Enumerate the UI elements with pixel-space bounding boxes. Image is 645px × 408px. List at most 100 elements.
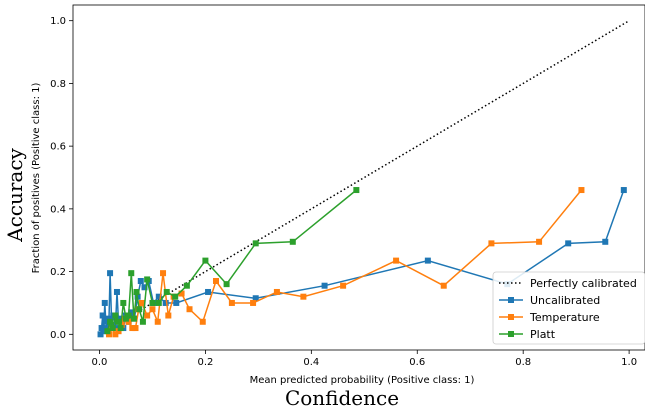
legend-item-perfectly-calibrated: Perfectly calibrated <box>499 277 637 290</box>
x-axis-label: Mean predicted probability (Positive cla… <box>250 375 475 386</box>
plot-frame <box>72 4 645 351</box>
data-point-platt <box>202 257 209 264</box>
data-point-platt <box>120 299 127 306</box>
legend-item-platt: Platt <box>499 328 556 341</box>
series-line-perfectly-calibrated <box>99 20 630 335</box>
data-point-platt <box>172 293 179 300</box>
data-point-temperature <box>165 312 172 319</box>
data-point-platt <box>122 315 129 322</box>
y-tick-label: 0.2 <box>50 267 66 278</box>
data-point-temperature <box>186 306 193 313</box>
data-point-platt <box>163 288 170 295</box>
data-point-platt <box>112 312 119 319</box>
data-point-platt <box>133 288 140 295</box>
series-perfectly-calibrated <box>99 20 630 335</box>
y-axis-ticks: 0.0 0.2 0.4 0.6 0.8 1.0 <box>50 16 73 341</box>
data-point-platt <box>109 325 116 332</box>
data-point-temperature <box>149 306 156 313</box>
data-point-temperature <box>129 325 136 332</box>
y-tick-label: 0.4 <box>50 204 66 215</box>
data-point-uncalibrated <box>101 299 108 306</box>
data-point-temperature <box>393 257 400 264</box>
data-point-temperature <box>199 318 206 325</box>
data-point-platt <box>115 318 122 325</box>
legend-marker <box>508 297 514 303</box>
data-point-uncalibrated <box>102 318 109 325</box>
data-point-temperature <box>132 325 139 332</box>
data-point-uncalibrated <box>141 284 148 291</box>
data-point-platt <box>252 240 259 247</box>
data-point-platt <box>117 325 124 332</box>
x-tick-label: 1.0 <box>621 357 637 368</box>
x-tick-label: 0.4 <box>303 357 319 368</box>
data-point-temperature <box>228 299 235 306</box>
data-point-uncalibrated <box>565 240 572 247</box>
legend-item-temperature: Temperature <box>499 311 600 324</box>
x-tick-label: 0.2 <box>197 357 213 368</box>
series-platt <box>104 187 360 335</box>
series-layer <box>97 20 630 338</box>
data-point-uncalibrated <box>205 288 212 295</box>
data-point-platt <box>104 328 111 335</box>
x-axis-ticks: 0.0 0.2 0.4 0.6 0.8 1.0 <box>92 350 637 368</box>
data-point-temperature <box>125 318 132 325</box>
data-point-platt <box>125 312 132 319</box>
data-point-platt <box>144 276 151 283</box>
data-point-temperature <box>440 282 447 289</box>
legend-marker <box>508 314 514 320</box>
data-point-temperature <box>488 240 495 247</box>
x-tick-label: 0.6 <box>409 357 425 368</box>
data-point-platt <box>289 238 296 245</box>
data-point-uncalibrated <box>98 325 105 332</box>
legend-item-uncalibrated: Uncalibrated <box>499 294 600 307</box>
data-point-uncalibrated <box>104 325 111 332</box>
data-point-temperature <box>340 282 347 289</box>
y-tick-label: 0.8 <box>50 79 66 90</box>
data-point-temperature <box>154 318 161 325</box>
data-point-temperature <box>300 293 307 300</box>
data-point-temperature <box>106 331 113 338</box>
data-point-platt <box>183 282 190 289</box>
data-point-temperature <box>178 290 185 297</box>
data-point-platt <box>223 281 230 288</box>
data-point-temperature <box>144 312 151 319</box>
data-point-uncalibrated <box>252 295 259 302</box>
data-point-uncalibrated <box>128 309 135 316</box>
data-point-temperature <box>112 331 119 338</box>
data-point-uncalibrated <box>117 315 124 322</box>
data-point-temperature <box>138 299 145 306</box>
data-point-uncalibrated <box>321 282 328 289</box>
outer-x-label: Confidence <box>285 386 399 408</box>
data-point-temperature <box>273 288 280 295</box>
data-point-uncalibrated <box>155 293 162 300</box>
legend-label: Perfectly calibrated <box>530 277 637 290</box>
data-point-platt <box>155 299 162 306</box>
data-point-temperature <box>250 299 257 306</box>
y-tick-label: 0.0 <box>50 330 66 341</box>
data-point-uncalibrated <box>106 315 113 322</box>
data-point-uncalibrated <box>602 238 609 245</box>
data-point-uncalibrated <box>99 312 106 319</box>
legend-box <box>492 271 645 345</box>
data-point-uncalibrated <box>113 288 120 295</box>
y-axis-label: Fraction of positives (Positive class: 1… <box>31 83 42 274</box>
data-point-platt <box>353 187 360 194</box>
data-point-uncalibrated <box>162 299 169 306</box>
outer-y-label: Accuracy <box>3 147 27 242</box>
legend-label: Uncalibrated <box>530 294 600 307</box>
legend-marker <box>508 331 514 337</box>
legend-label: Temperature <box>529 311 600 324</box>
data-point-temperature <box>115 328 122 335</box>
data-point-uncalibrated <box>173 299 180 306</box>
data-point-platt <box>136 306 143 313</box>
data-point-temperature <box>536 238 543 245</box>
legend: Perfectly calibrated Uncalibrated Temperat… <box>492 271 645 345</box>
y-tick-label: 0.6 <box>50 142 66 153</box>
data-point-platt <box>107 318 114 325</box>
data-point-uncalibrated <box>424 257 431 264</box>
data-point-temperature <box>160 270 167 277</box>
data-point-temperature <box>578 187 585 194</box>
data-point-uncalibrated <box>137 278 144 284</box>
